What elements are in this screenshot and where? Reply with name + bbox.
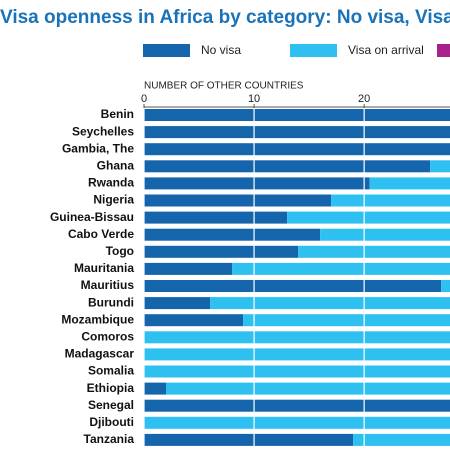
category-label: Mauritania: [74, 261, 134, 275]
bar-segment: [166, 382, 450, 395]
bar-segment: [232, 262, 450, 275]
bar-segment: [144, 177, 370, 190]
legend-swatch-cropped: [437, 44, 450, 57]
x-tick-label: 20: [358, 93, 370, 105]
chart-title: Visa openness in Africa by category: No …: [0, 7, 450, 28]
bar-segment: [144, 194, 332, 207]
category-label: Comoros: [81, 329, 134, 343]
category-label: Nigeria: [93, 193, 134, 207]
category-label: Guinea-Bissau: [50, 210, 134, 224]
bar-segment: [144, 297, 211, 310]
bar-segment: [144, 245, 299, 258]
category-label: Benin: [101, 107, 134, 121]
category-label: Tanzania: [84, 432, 135, 446]
category-label: Ethiopia: [87, 381, 135, 395]
bar-segment: [144, 109, 450, 121]
bar-segment: [144, 365, 450, 378]
category-label: Mauritius: [81, 278, 135, 292]
bar-segment: [144, 126, 450, 139]
category-label: Seychelles: [72, 124, 134, 138]
bar-segment: [144, 382, 167, 395]
category-label: Burundi: [88, 295, 134, 309]
bar-segment: [144, 433, 354, 446]
x-tick-label: 0: [141, 93, 147, 105]
category-label: Ghana: [97, 158, 135, 172]
category-label: Cabo Verde: [68, 227, 134, 241]
bar-segment: [430, 160, 450, 173]
category-label: Rwanda: [88, 176, 134, 190]
bar-segment: [353, 433, 450, 446]
bar-segment: [298, 245, 450, 258]
bar-segment: [144, 211, 288, 224]
category-label: Madagascar: [65, 347, 135, 361]
bar-segment: [144, 228, 321, 241]
category-label: Gambia, The: [62, 141, 134, 155]
category-label: Senegal: [88, 398, 134, 412]
category-label: Mozambique: [61, 312, 134, 326]
bar-segment: [320, 228, 450, 241]
legend-swatch: [290, 44, 337, 57]
legend-swatch: [143, 44, 190, 57]
legend-label: Visa on arrival: [348, 43, 424, 57]
bar-segment: [144, 160, 431, 173]
bar-segment: [144, 280, 442, 292]
x-axis-label: NUMBER OF OTHER COUNTRIES: [144, 81, 304, 92]
legend-label: No visa: [201, 43, 241, 57]
category-label: Togo: [106, 244, 134, 258]
bar-segment: [369, 177, 450, 190]
bar-segment: [144, 262, 233, 275]
category-label: Djibouti: [89, 415, 134, 429]
bar-segment: [331, 194, 450, 207]
bar-segment: [144, 314, 244, 327]
bar-segment: [243, 314, 450, 327]
plot-area: [144, 109, 450, 446]
bar-segment: [210, 297, 450, 310]
category-label: Somalia: [88, 364, 134, 378]
bar-segment: [144, 143, 450, 156]
bar-segment: [287, 211, 450, 224]
x-tick-label: 10: [248, 93, 260, 105]
bar-segment: [144, 399, 450, 412]
bar-segment: [144, 348, 450, 361]
bar-segment: [441, 280, 450, 292]
bar-segment: [144, 331, 450, 344]
bar-segment: [144, 416, 450, 429]
